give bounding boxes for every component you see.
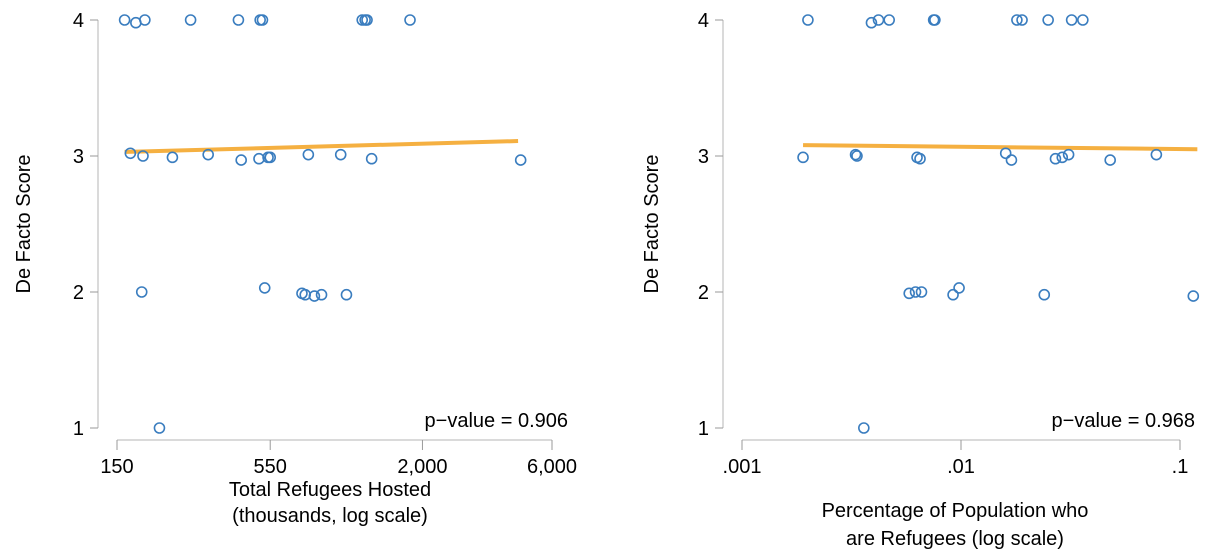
- data-point: [118, 14, 131, 26]
- data-point: [334, 148, 347, 161]
- data-point: [308, 290, 321, 302]
- data-point: [915, 286, 928, 298]
- data-point: [849, 148, 862, 161]
- data-point: [802, 14, 814, 26]
- data-point: [135, 286, 148, 298]
- data-point: [851, 150, 863, 162]
- data-point: [137, 150, 149, 162]
- x-tick-label: .001: [723, 456, 762, 478]
- p-value-annotation: p−value = 0.968: [1052, 410, 1195, 432]
- y-tick-label: 4: [73, 10, 84, 32]
- data-point: [1042, 14, 1054, 26]
- x-axis-title: Total Refugees Hosted: [229, 479, 431, 501]
- data-point: [361, 14, 373, 26]
- fit-line: [803, 143, 1198, 152]
- data-point: [947, 288, 959, 301]
- data-point: [184, 14, 197, 26]
- data-point: [1187, 290, 1200, 302]
- y-axis-title: De Facto Score: [641, 155, 663, 294]
- data-point: [514, 154, 527, 166]
- data-point: [258, 282, 271, 294]
- x-axis-title: (thousands, log scale): [232, 505, 428, 527]
- data-point: [883, 14, 895, 26]
- y-tick-label: 1: [73, 418, 84, 440]
- data-point: [1038, 288, 1051, 301]
- data-point: [124, 147, 137, 160]
- data-point: [139, 14, 151, 26]
- p-value-annotation: p−value = 0.906: [425, 410, 568, 432]
- data-point: [1062, 148, 1075, 161]
- x-tick-label: 6,000: [527, 456, 577, 478]
- data-point: [903, 287, 915, 300]
- data-point: [365, 152, 378, 165]
- data-point: [953, 282, 965, 294]
- fit-line: [124, 139, 519, 154]
- y-axis-title: De Facto Score: [13, 155, 35, 294]
- x-tick-label: .1: [1172, 456, 1189, 478]
- right-panel: 1 2 3 4 .001 .01 .1 Percentage of Population wh…: [641, 10, 1200, 550]
- data-point: [1104, 154, 1116, 166]
- data-point: [1005, 154, 1018, 166]
- data-point: [202, 148, 214, 161]
- x-tick-label: .01: [947, 456, 975, 478]
- y-tick-label: 3: [73, 146, 84, 168]
- data-point: [256, 14, 269, 26]
- data-point: [1011, 14, 1023, 26]
- x-axis-title: Percentage of Population who: [822, 500, 1089, 522]
- data-point: [232, 14, 245, 26]
- data-point: [254, 14, 266, 26]
- data-point: [1049, 152, 1062, 165]
- data-point: [264, 151, 277, 164]
- data-point: [865, 16, 878, 29]
- data-point: [340, 288, 353, 301]
- data-point: [299, 288, 312, 301]
- data-point: [797, 151, 809, 164]
- data-point: [235, 154, 247, 166]
- x-tick-label: 2,000: [397, 456, 447, 478]
- data-point: [1065, 14, 1078, 26]
- data-point: [909, 286, 922, 298]
- x-tick-label: 550: [254, 456, 287, 478]
- data-point: [1150, 148, 1163, 161]
- data-point: [153, 422, 166, 434]
- y-tick-label: 2: [73, 282, 84, 304]
- y-tick-label: 1: [698, 418, 709, 440]
- left-panel: 1 2 3 4 150 550 2,000 6,000 Total Refugees Hoste…: [13, 10, 577, 527]
- data-point: [999, 147, 1012, 160]
- x-axis-title: are Refugees (log scale): [846, 528, 1064, 550]
- data-point: [858, 422, 870, 434]
- data-point: [315, 288, 328, 301]
- data-point: [302, 148, 315, 161]
- data-point: [914, 152, 926, 165]
- data-point: [1077, 14, 1089, 26]
- y-tick-label: 2: [698, 282, 709, 304]
- x-tick-label: 150: [100, 456, 133, 478]
- y-tick-label: 3: [698, 146, 709, 168]
- data-point: [929, 14, 941, 26]
- data-point: [1056, 151, 1069, 164]
- data-point: [1016, 14, 1028, 26]
- data-point: [166, 151, 179, 164]
- data-point: [404, 14, 416, 26]
- y-tick-label: 4: [698, 10, 709, 32]
